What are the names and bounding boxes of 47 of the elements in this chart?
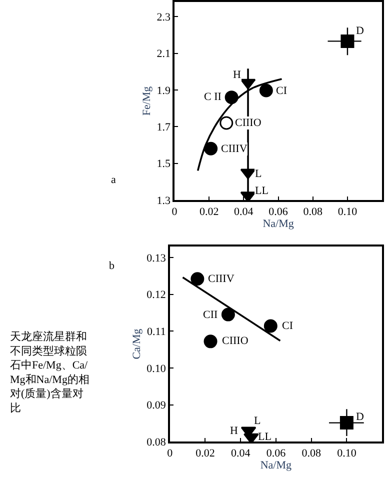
y-tick-label: 0.08 <box>146 436 166 448</box>
y-tick-label: 0.09 <box>146 400 166 412</box>
x-tick-label: 0.06 <box>268 206 288 218</box>
x-tick-label: 0 <box>167 448 174 460</box>
y-tick-label: 0.13 <box>146 252 166 264</box>
y-tick-label: 0.10 <box>146 362 166 375</box>
annotation: D <box>356 411 364 423</box>
y-tick-label: 1.5 <box>156 158 172 170</box>
annotation: CI <box>276 85 288 97</box>
annotation: CI <box>282 320 294 332</box>
y-axis-title: Fe/Mg <box>140 86 153 116</box>
x-tick-label: 0.02 <box>199 206 219 218</box>
annotation: L <box>255 168 262 180</box>
annotation: D <box>356 25 364 37</box>
x-axis-title: Na/Mg <box>262 218 294 230</box>
text: b <box>109 260 115 272</box>
annotation: CIIIV <box>208 273 234 285</box>
annotation: CIIIO <box>222 335 248 347</box>
x-tick-label: 0.10 <box>338 206 358 218</box>
annotation: LL <box>255 185 269 197</box>
x-tick-label: 0.06 <box>266 448 286 460</box>
annotation: CIIIV <box>221 143 248 155</box>
y-axis-title: Ca/Mg <box>130 328 143 360</box>
x-tick-label: 0.10 <box>337 448 357 460</box>
text: a <box>111 174 116 186</box>
annotation: H <box>230 425 238 437</box>
text: 天龙座流星群和不同类型球粒陨石中Fe/Mg、Ca/Mg和Na/Mg的相对(质量)含量对比 <box>10 330 90 414</box>
y-tick-label: 1.7 <box>156 122 172 134</box>
annotation: CIIIO <box>235 117 262 129</box>
y-tick-label: 2.1 <box>156 48 171 60</box>
y-tick-label: 2.3 <box>156 11 172 24</box>
annotation: CII <box>203 309 218 321</box>
x-axis-title: Na/Mg <box>260 460 292 472</box>
annotation: LL <box>258 431 272 443</box>
x-tick-label: 0.08 <box>303 206 324 218</box>
x-tick-label: 0.04 <box>234 206 254 218</box>
annotation: C II <box>204 91 222 103</box>
x-tick-label: 0 <box>172 206 178 218</box>
y-tick-label: 1.9 <box>156 84 172 97</box>
x-tick-label: 0.02 <box>196 448 215 460</box>
y-tick-label: 0.12 <box>146 289 166 302</box>
x-tick-label: 0.08 <box>302 448 322 460</box>
y-tick-label: 1.3 <box>156 194 172 207</box>
annotation: H <box>233 69 241 81</box>
y-tick-label: 0.11 <box>147 326 166 338</box>
annotation: L <box>254 415 261 427</box>
x-tick-label: 0.04 <box>230 448 251 460</box>
